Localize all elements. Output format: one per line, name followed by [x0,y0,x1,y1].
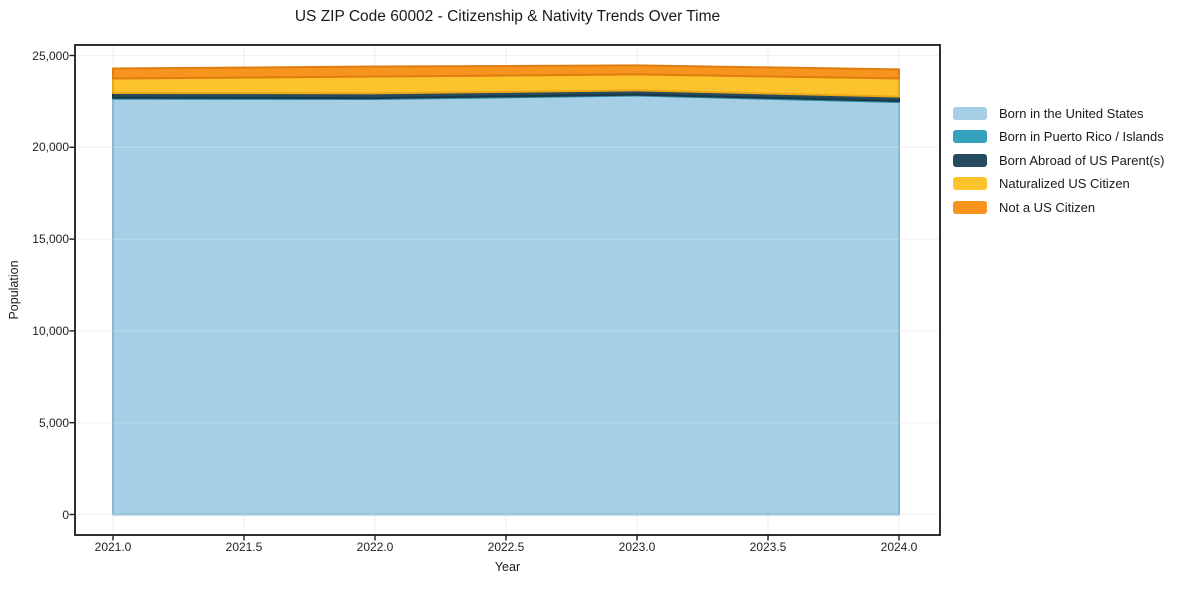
x-tick-label: 2023.5 [749,540,787,554]
legend-label: Born in Puerto Rico / Islands [999,129,1164,145]
x-tick-label: 2021.5 [225,540,263,554]
y-tick-label: 5,000 [38,415,69,430]
legend-swatch [953,130,987,144]
x-tick-label: 2024.0 [880,540,918,554]
legend-item: Not a US Citizen [953,200,1164,214]
area-band [112,94,900,516]
y-tick-label: 10,000 [32,323,69,338]
chart-title: US ZIP Code 60002 - Citizenship & Nativi… [294,8,721,25]
legend-swatch [953,177,987,191]
legend-label: Not a US Citizen [999,199,1096,215]
x-tick-label: 2021.0 [94,540,132,554]
y-tick-label: 15,000 [32,232,69,247]
x-tick-label: 2022.5 [487,540,525,554]
x-tick-label: 2022.0 [356,540,394,554]
x-axis-label: Year [494,560,521,574]
plot-border [74,44,941,536]
legend: Born in the United States Born in Puerto … [953,106,1164,224]
legend-label: Born in the United States [999,105,1144,121]
y-tick-label: 20,000 [32,140,69,155]
legend-label: Naturalized US Citizen [999,176,1130,192]
y-axis-label: Population [7,260,21,320]
y-tick-label: 0 [62,507,69,522]
legend-label: Born Abroad of US Parent(s) [999,152,1165,168]
legend-item: Born in the United States [953,106,1164,120]
legend-swatch [953,200,987,214]
legend-item: Born in Puerto Rico / Islands [953,130,1164,144]
area-band [112,64,900,80]
legend-item: Born Abroad of US Parent(s) [953,153,1164,167]
y-tick-label: 25,000 [32,48,69,63]
legend-item: Naturalized US Citizen [953,177,1164,191]
x-tick-label: 2023.0 [618,540,656,554]
legend-swatch [953,106,987,120]
legend-swatch [953,153,987,167]
